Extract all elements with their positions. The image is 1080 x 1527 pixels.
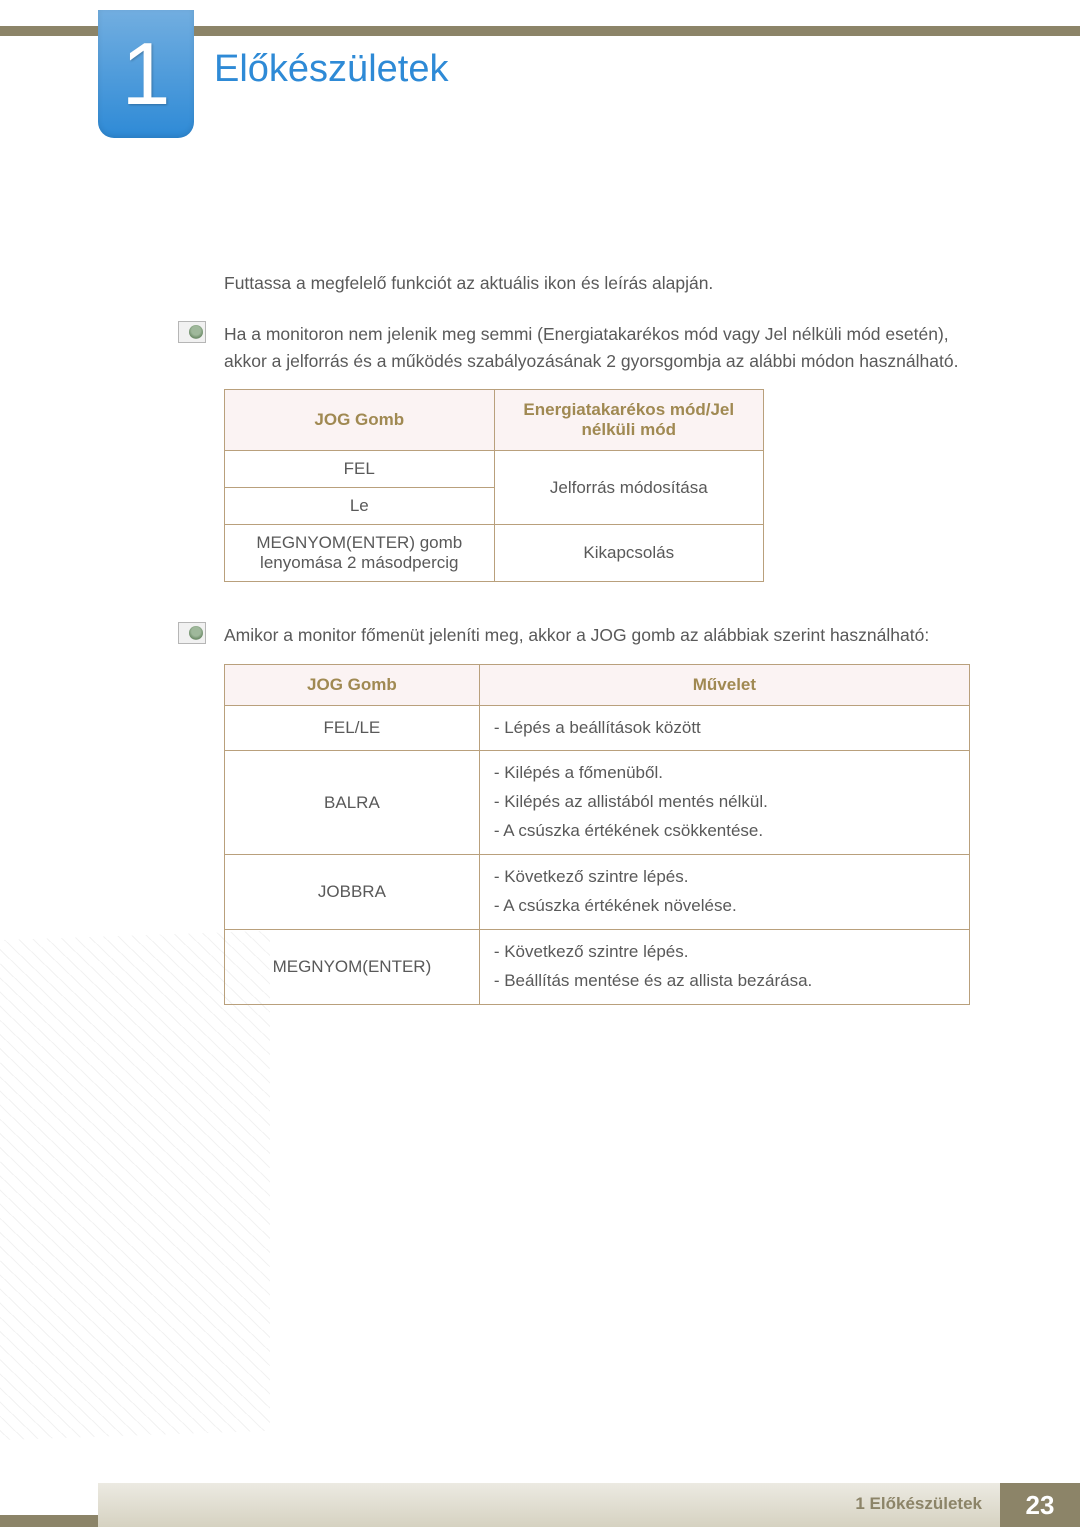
t2-cell: MEGNYOM(ENTER) — [225, 929, 480, 1004]
t2-cell: BALRA — [225, 751, 480, 855]
page-number: 23 — [1026, 1490, 1055, 1521]
t1-cell: Jelforrás módosítása — [494, 451, 763, 525]
t1-cell: FEL — [225, 451, 495, 488]
note-2-text: Amikor a monitor főmenüt jeleníti meg, a… — [224, 622, 929, 649]
t2-cell: FEL/LE — [225, 705, 480, 751]
t1-cell: Le — [225, 488, 495, 525]
t1-cell: MEGNYOM(ENTER) gomb lenyomása 2 másodper… — [225, 525, 495, 582]
note-2: Amikor a monitor főmenüt jeleníti meg, a… — [178, 622, 970, 649]
t2-cell: - Lépés a beállítások között — [479, 705, 969, 751]
t1-header-jog: JOG Gomb — [225, 390, 495, 451]
content-area: Futtassa a megfelelő funkciót az aktuáli… — [178, 270, 970, 1045]
table-main-menu: JOG Gomb Művelet FEL/LE - Lépés a beállí… — [224, 664, 970, 1005]
note-icon — [178, 622, 206, 644]
chapter-number-box: 1 — [98, 10, 194, 138]
footer-bar-left — [0, 1515, 98, 1527]
page-number-box: 23 — [1000, 1483, 1080, 1527]
intro-paragraph: Futtassa a megfelelő funkciót az aktuáli… — [224, 270, 970, 297]
note-icon — [178, 321, 206, 343]
footer-mid: 1 Előkészületek — [98, 1483, 1000, 1527]
t2-cell: - Következő szintre lépés.- Beállítás me… — [479, 929, 969, 1004]
header-bar-right — [194, 26, 1080, 36]
note-1: Ha a monitoron nem jelenik meg semmi (En… — [178, 321, 970, 375]
chapter-number: 1 — [122, 30, 171, 118]
chapter-title: Előkészületek — [214, 48, 448, 91]
table-power-mode: JOG Gomb Energiatakarékos mód/Jel nélkül… — [224, 389, 764, 582]
t2-cell: JOBBRA — [225, 855, 480, 930]
t1-header-mode: Energiatakarékos mód/Jel nélküli mód — [494, 390, 763, 451]
t2-cell: - Kilépés a főmenüből.- Kilépés az allis… — [479, 751, 969, 855]
t1-cell: Kikapcsolás — [494, 525, 763, 582]
t2-header-jog: JOG Gomb — [225, 664, 480, 705]
note-1-text: Ha a monitoron nem jelenik meg semmi (En… — [224, 321, 970, 375]
footer-breadcrumb: 1 Előkészületek — [855, 1494, 982, 1514]
header-bar-left — [0, 26, 98, 36]
t2-cell: - Következő szintre lépés.- A csúszka ér… — [479, 855, 969, 930]
t2-header-action: Művelet — [479, 664, 969, 705]
